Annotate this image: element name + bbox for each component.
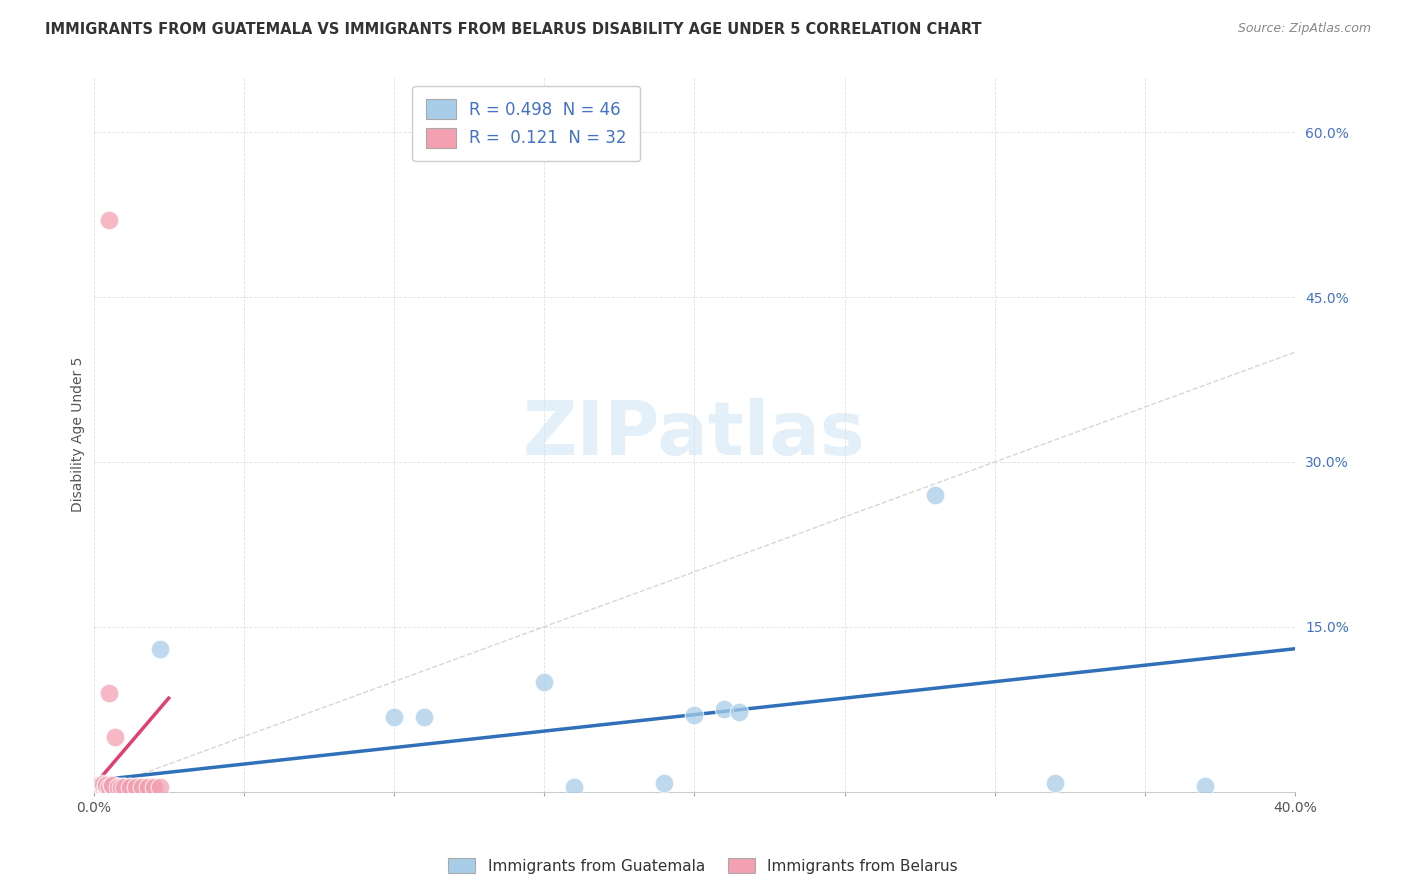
- Point: [118, 780, 141, 794]
- Point: [124, 780, 146, 794]
- Point: [110, 780, 132, 794]
- Point: [562, 780, 585, 794]
- Point: [100, 781, 122, 796]
- Text: ZIPatlas: ZIPatlas: [523, 398, 866, 471]
- Point: [83, 780, 105, 794]
- Point: [89, 780, 111, 794]
- Point: [104, 781, 127, 796]
- Point: [86, 779, 108, 793]
- Point: [94, 780, 117, 794]
- Point: [89, 778, 111, 792]
- Point: [134, 781, 156, 796]
- Point: [104, 780, 127, 794]
- Point: [97, 779, 120, 793]
- Legend: Immigrants from Guatemala, Immigrants from Belarus: Immigrants from Guatemala, Immigrants fr…: [441, 852, 965, 880]
- Point: [713, 702, 735, 716]
- Point: [86, 778, 108, 792]
- Point: [89, 780, 111, 794]
- Point: [100, 778, 122, 792]
- Point: [86, 779, 108, 793]
- Point: [91, 779, 114, 793]
- Point: [128, 780, 150, 794]
- Point: [91, 778, 114, 792]
- Point: [112, 781, 135, 796]
- Point: [382, 710, 405, 724]
- Point: [413, 710, 436, 724]
- Point: [91, 777, 114, 791]
- Point: [86, 780, 108, 794]
- Point: [89, 781, 111, 796]
- Point: [89, 778, 111, 792]
- Point: [1194, 779, 1216, 793]
- Point: [100, 779, 122, 793]
- Point: [131, 780, 153, 794]
- Point: [89, 781, 111, 796]
- Point: [136, 780, 159, 794]
- Point: [87, 781, 110, 796]
- Point: [91, 781, 114, 796]
- Point: [86, 781, 108, 796]
- Point: [89, 779, 111, 793]
- Point: [94, 780, 117, 794]
- Point: [89, 779, 111, 793]
- Point: [94, 778, 117, 792]
- Point: [94, 779, 117, 793]
- Point: [91, 780, 114, 794]
- Point: [87, 779, 110, 793]
- Point: [87, 780, 110, 794]
- Point: [142, 780, 165, 794]
- Point: [97, 781, 120, 796]
- Point: [84, 782, 107, 797]
- Point: [683, 707, 706, 722]
- Text: Source: ZipAtlas.com: Source: ZipAtlas.com: [1237, 22, 1371, 36]
- Text: IMMIGRANTS FROM GUATEMALA VS IMMIGRANTS FROM BELARUS DISABILITY AGE UNDER 5 CORR: IMMIGRANTS FROM GUATEMALA VS IMMIGRANTS …: [45, 22, 981, 37]
- Point: [97, 686, 120, 700]
- Point: [149, 641, 172, 656]
- Point: [533, 674, 555, 689]
- Point: [86, 781, 108, 796]
- Point: [110, 781, 132, 796]
- Point: [91, 781, 114, 796]
- Point: [124, 781, 146, 796]
- Y-axis label: Disability Age Under 5: Disability Age Under 5: [72, 357, 86, 512]
- Legend: R = 0.498  N = 46, R =  0.121  N = 32: R = 0.498 N = 46, R = 0.121 N = 32: [412, 86, 640, 161]
- Point: [112, 780, 135, 794]
- Point: [107, 781, 129, 796]
- Point: [107, 780, 129, 794]
- Point: [924, 488, 946, 502]
- Point: [84, 781, 107, 796]
- Point: [91, 779, 114, 793]
- Point: [115, 781, 138, 796]
- Point: [149, 780, 172, 794]
- Point: [104, 730, 127, 744]
- Point: [107, 780, 129, 794]
- Point: [97, 780, 120, 794]
- Point: [112, 780, 135, 794]
- Point: [118, 780, 141, 794]
- Point: [142, 781, 165, 796]
- Point: [654, 776, 676, 790]
- Point: [97, 780, 120, 794]
- Point: [728, 706, 751, 720]
- Point: [94, 781, 117, 796]
- Point: [97, 213, 120, 227]
- Point: [1043, 776, 1066, 790]
- Point: [100, 780, 122, 794]
- Point: [94, 779, 117, 793]
